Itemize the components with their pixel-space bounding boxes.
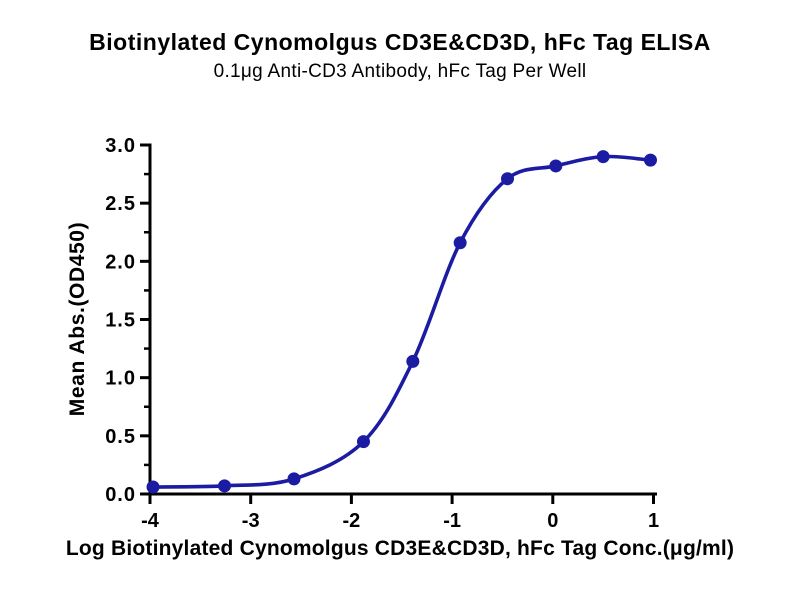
x-tick-label: -1 — [443, 510, 461, 532]
data-point — [596, 150, 610, 164]
y-tick-label: 0.5 — [105, 426, 136, 448]
x-axis-label: Log Biotinylated Cynomolgus CD3E&CD3D, h… — [65, 537, 735, 560]
y-tick-label: 2.0 — [105, 251, 136, 273]
y-tick-label: 3.0 — [105, 135, 136, 157]
data-point — [500, 172, 514, 186]
x-tick-label: 1 — [648, 510, 659, 532]
chart-subtitle: 0.1μg Anti-CD3 Antibody, hFc Tag Per Wel… — [213, 61, 587, 82]
y-tick-label: 2.5 — [105, 193, 136, 215]
data-point — [356, 435, 370, 449]
x-tick-label: -2 — [343, 510, 361, 532]
chart-title: Biotinylated Cynomolgus CD3E&CD3D, hFc T… — [89, 29, 711, 55]
y-tick-label: 1.0 — [105, 368, 136, 390]
axis-spine — [148, 143, 657, 496]
data-point — [146, 480, 160, 494]
data-point — [549, 159, 563, 173]
data-point — [218, 479, 232, 493]
fit-curve — [151, 154, 653, 489]
x-tick-label: 0 — [547, 510, 558, 532]
data-point — [406, 354, 420, 368]
data-point — [643, 153, 657, 167]
y-tick-label: 0.0 — [105, 484, 136, 506]
y-tick-label: 1.5 — [105, 310, 136, 332]
x-tick-label: -4 — [141, 510, 160, 532]
data-point — [453, 236, 467, 250]
x-tick-label: -3 — [242, 510, 260, 532]
data-point — [287, 472, 301, 486]
